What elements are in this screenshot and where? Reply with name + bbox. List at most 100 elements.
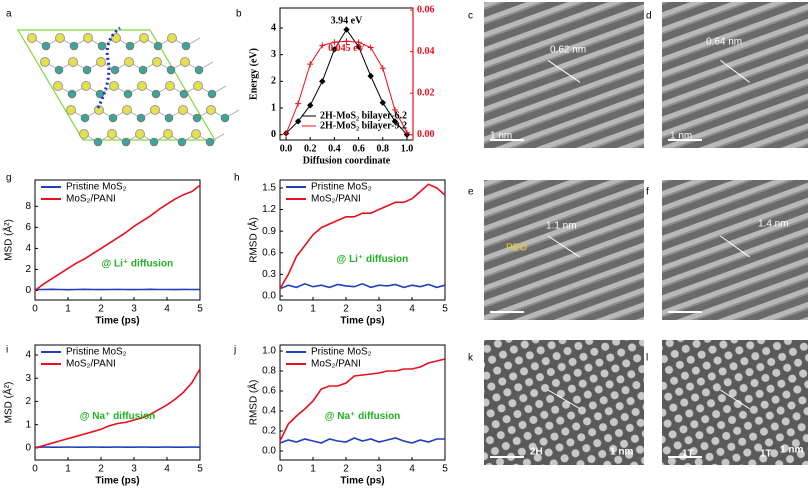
x-tick-label: 0: [277, 304, 283, 315]
atom: [55, 33, 65, 43]
y-axis-label: MSD (Å²): [2, 382, 15, 424]
atom: [220, 113, 230, 123]
x-tick-label: 3: [131, 464, 137, 475]
x-tick-label: 5: [442, 464, 448, 475]
legend-label: Pristine MoS₂: [66, 182, 127, 193]
atom: [136, 113, 146, 123]
data-point: [343, 38, 350, 45]
atom: [67, 89, 77, 99]
annotation: @ Li⁺ diffusion: [337, 254, 409, 265]
series-line: [34, 368, 201, 449]
series-line: [34, 184, 201, 292]
y-tick-label: 1.2: [262, 204, 276, 215]
y2-tick-label: 0.06: [417, 4, 435, 15]
x-tick-label: 0.8: [377, 143, 390, 154]
y-axis-label: MSD (Å²): [2, 219, 15, 261]
atom: [164, 113, 174, 123]
data-point: [294, 118, 302, 125]
x-tick-label: 2: [98, 464, 104, 475]
atom: [151, 89, 161, 99]
atom: [167, 33, 177, 43]
x-tick-label: 0.0: [280, 143, 293, 154]
panel-label: i: [6, 345, 8, 356]
x-tick-label: 1: [65, 304, 71, 315]
atom: [153, 41, 163, 51]
panel-label: f: [646, 187, 649, 198]
image-text: 1.4 nm: [758, 219, 789, 230]
panel-label: b: [236, 9, 242, 20]
x-axis-label: Time (ps): [340, 476, 384, 487]
atom: [125, 41, 135, 51]
legend-label: 2H-MoS₂ bilayer-9.2: [320, 120, 407, 131]
x-tick-label: 5: [197, 304, 203, 315]
data-point: [319, 78, 326, 85]
chart-panel: 0.0 0.2 0.4 0.6 0.8 1.0 0 1 2 3 4 0.00 0.02 0.04 0.06 D…: [248, 4, 434, 166]
y-tick-label: 0.0: [262, 291, 276, 302]
image-text: 2H: [530, 447, 543, 458]
atom: [193, 81, 203, 91]
atom: [135, 129, 145, 139]
legend-label: MoS₂/PANI: [66, 359, 116, 370]
y-tick-label: 0.9: [262, 226, 276, 237]
y-tick-label: 0: [25, 285, 31, 296]
panel-label: c: [468, 11, 473, 22]
x-axis-label: Time (ps): [340, 316, 384, 327]
x-tick-label: 2: [343, 304, 349, 315]
micrograph: [484, 180, 644, 320]
atom: [108, 113, 118, 123]
annotation: @ Na⁺ diffusion: [80, 411, 156, 422]
chart-panel: 0 1 2 3 4 5 0.0 0.2 0.4 0.6 0.8 1.0 Time (ps) RMSD (Å…: [247, 344, 448, 487]
data-point: [379, 65, 386, 72]
atom: [27, 33, 37, 43]
legend-label: 2H-MoS₂ bilayer-6.2: [320, 110, 407, 121]
data-point: [331, 46, 338, 53]
atom: [95, 89, 105, 99]
legend-label: Pristine MoS₂: [311, 182, 372, 193]
atom: [207, 89, 217, 99]
micrograph: [662, 340, 808, 465]
atom: [165, 81, 175, 91]
x-axis-label: Time (ps): [95, 316, 139, 327]
panel-label: h: [234, 173, 240, 184]
data-point: [283, 130, 290, 137]
series-line: [279, 358, 446, 442]
x-tick-label: 0: [277, 464, 283, 475]
y-tick-label: 2: [271, 76, 276, 87]
x-tick-label: 2: [343, 464, 349, 475]
data-point: [331, 39, 338, 46]
data-point: [307, 102, 314, 109]
atom: [124, 57, 134, 67]
x-tick-label: 4: [164, 304, 170, 315]
data-point: [355, 39, 362, 46]
cell-outline: [16, 29, 217, 141]
y-tick-label: 0.3: [262, 269, 276, 280]
x-tick-label: 2: [98, 304, 104, 315]
series-line: [279, 183, 446, 290]
atom: [66, 105, 76, 115]
atom: [206, 105, 216, 115]
atom: [40, 57, 50, 67]
plot-frame: [279, 344, 446, 461]
y-tick-label: 3: [271, 49, 276, 60]
atom: [54, 65, 64, 75]
x-tick-label: 4: [409, 304, 415, 315]
image-text: 1 nm: [610, 447, 633, 458]
panel-label: l: [646, 353, 648, 364]
atom: [149, 137, 159, 147]
x-tick-label: 1: [65, 464, 71, 475]
micrograph: [484, 2, 644, 148]
legend-label: Pristine MoS₂: [66, 347, 127, 358]
data-point: [379, 99, 386, 106]
legend-label: Pristine MoS₂: [311, 347, 372, 358]
image-text: 1 nm: [490, 131, 512, 142]
data-point: [319, 42, 326, 49]
micrograph: [662, 180, 808, 320]
data-point: [403, 129, 410, 136]
image-text: 1 nm: [780, 445, 803, 456]
series-line: [279, 437, 445, 444]
y-tick-label: 0.6: [262, 386, 276, 397]
atom: [139, 33, 149, 43]
atom: [177, 137, 187, 147]
legend-label: MoS₂/PANI: [66, 194, 116, 205]
